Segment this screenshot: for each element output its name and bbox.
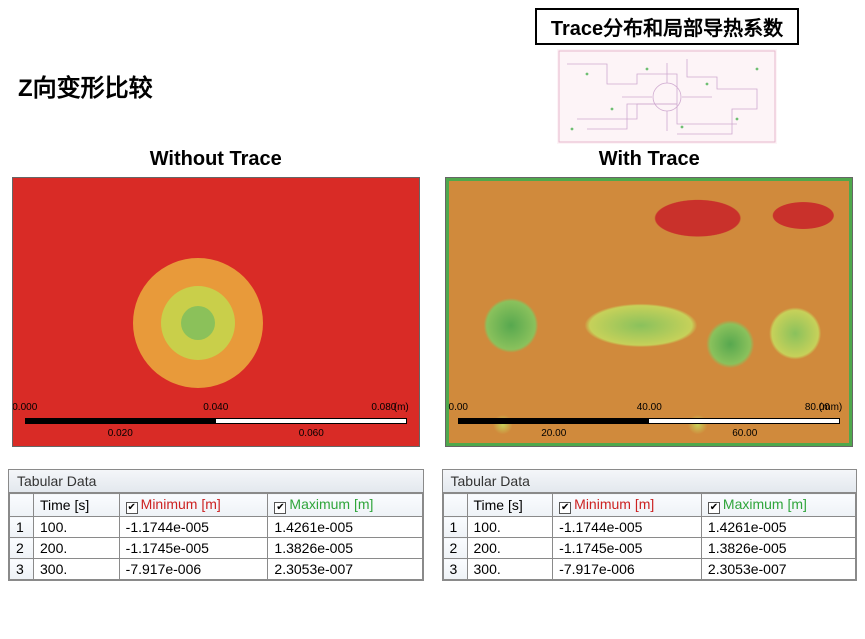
cell-time: 300. [467, 559, 553, 580]
cell-min: -1.1744e-005 [553, 517, 702, 538]
cell-min: -7.917e-006 [119, 559, 268, 580]
top-right-group: Trace分布和局部导热系数 [477, 8, 857, 144]
checkbox-icon[interactable]: ✔ [274, 502, 286, 514]
col-minimum[interactable]: ✔Minimum [m] [553, 494, 702, 517]
scale-tick: 20.00 [541, 428, 566, 439]
panels-row: Without Trace 0.000 0.040 0.080 0.020 0.… [8, 148, 857, 447]
cell-max: 2.3053e-007 [268, 559, 422, 580]
col-minimum[interactable]: ✔Minimum [m] [119, 494, 268, 517]
scale-tick: 0.040 [203, 402, 228, 413]
top-left-spacer: Z向变形比较 [8, 8, 477, 103]
top-row: Z向变形比较 Trace分布和局部导热系数 [8, 8, 857, 144]
tabular-data-title: Tabular Data [443, 470, 857, 493]
rownum-cell: 2 [443, 538, 467, 559]
table-row: 2 200. -1.1745e-005 1.3826e-005 [443, 538, 856, 559]
rownum-header [443, 494, 467, 517]
contour-without-trace: 0.000 0.040 0.080 0.020 0.060 (m) [12, 177, 420, 447]
cell-max: 1.3826e-005 [701, 538, 855, 559]
rownum-cell: 1 [10, 517, 34, 538]
col-max-label: Maximum [m] [289, 496, 373, 512]
cell-max: 2.3053e-007 [701, 559, 855, 580]
scale-tick: 0.020 [108, 428, 133, 439]
table-header-row: Time [s] ✔Minimum [m] ✔Maximum [m] [443, 494, 856, 517]
table-header-row: Time [s] ✔Minimum [m] ✔Maximum [m] [10, 494, 423, 517]
scale-tick: 0.080 [371, 402, 396, 413]
tabular-data-title: Tabular Data [9, 470, 423, 493]
col-min-label: Minimum [m] [141, 496, 221, 512]
cell-time: 300. [34, 559, 120, 580]
scale-line [458, 418, 840, 424]
rownum-cell: 2 [10, 538, 34, 559]
data-table-right: Time [s] ✔Minimum [m] ✔Maximum [m] 1 100… [443, 493, 857, 580]
tabular-data-right: Tabular Data Time [s] ✔Minimum [m] ✔Maxi… [442, 469, 858, 581]
cell-max: 1.3826e-005 [268, 538, 422, 559]
scale-tick: 60.00 [732, 428, 757, 439]
cell-min: -7.917e-006 [553, 559, 702, 580]
cell-max: 1.4261e-005 [701, 517, 855, 538]
trace-caption-box: Trace分布和局部导热系数 [535, 8, 799, 45]
scale-tick: 0.00 [449, 402, 468, 413]
col-max-label: Maximum [m] [723, 496, 807, 512]
panel-title-with-trace: With Trace [599, 148, 700, 171]
table-row: 3 300. -7.917e-006 2.3053e-007 [443, 559, 856, 580]
tables-row: Tabular Data Time [s] ✔Minimum [m] ✔Maxi… [8, 469, 857, 581]
rownum-cell: 1 [443, 517, 467, 538]
contour-with-trace: 0.00 40.00 80.00 20.00 60.00 (mm) [445, 177, 853, 447]
z-deformation-title: Z向变形比较 [18, 68, 477, 103]
data-table-left: Time [s] ✔Minimum [m] ✔Maximum [m] 1 100… [9, 493, 423, 580]
rownum-cell: 3 [443, 559, 467, 580]
scale-bar-left: 0.000 0.040 0.080 0.020 0.060 (m) [25, 406, 407, 440]
cell-min: -1.1744e-005 [119, 517, 268, 538]
rownum-cell: 3 [10, 559, 34, 580]
panel-title-without-trace: Without Trace [150, 148, 282, 171]
scale-tick: 0.060 [299, 428, 324, 439]
cell-max: 1.4261e-005 [268, 517, 422, 538]
scale-bar-right: 0.00 40.00 80.00 20.00 60.00 (mm) [458, 406, 840, 440]
checkbox-icon[interactable]: ✔ [559, 502, 571, 514]
cell-time: 200. [34, 538, 120, 559]
cell-min: -1.1745e-005 [119, 538, 268, 559]
scale-tick: 40.00 [637, 402, 662, 413]
table-row: 3 300. -7.917e-006 2.3053e-007 [10, 559, 423, 580]
col-time[interactable]: Time [s] [34, 494, 120, 517]
table-row: 1 100. -1.1744e-005 1.4261e-005 [10, 517, 423, 538]
checkbox-icon[interactable]: ✔ [708, 502, 720, 514]
cell-time: 200. [467, 538, 553, 559]
rownum-header [10, 494, 34, 517]
tabular-data-left: Tabular Data Time [s] ✔Minimum [m] ✔Maxi… [8, 469, 424, 581]
col-maximum[interactable]: ✔Maximum [m] [268, 494, 422, 517]
checkbox-icon[interactable]: ✔ [126, 502, 138, 514]
scale-unit: (mm) [819, 402, 842, 413]
panel-col-right: With Trace 0.00 40.00 80.00 20.00 60.00 … [442, 148, 858, 447]
panel-col-left: Without Trace 0.000 0.040 0.080 0.020 0.… [8, 148, 424, 447]
contour-ring-inner [181, 306, 215, 340]
pcb-trace-thumbnail [557, 49, 777, 144]
cell-time: 100. [467, 517, 553, 538]
cell-time: 100. [34, 517, 120, 538]
col-maximum[interactable]: ✔Maximum [m] [701, 494, 855, 517]
col-time[interactable]: Time [s] [467, 494, 553, 517]
cell-min: -1.1745e-005 [553, 538, 702, 559]
col-min-label: Minimum [m] [574, 496, 654, 512]
scale-tick: 0.000 [12, 402, 37, 413]
scale-unit: (m) [394, 402, 409, 413]
table-row: 2 200. -1.1745e-005 1.3826e-005 [10, 538, 423, 559]
table-row: 1 100. -1.1744e-005 1.4261e-005 [443, 517, 856, 538]
scale-line [25, 418, 407, 424]
